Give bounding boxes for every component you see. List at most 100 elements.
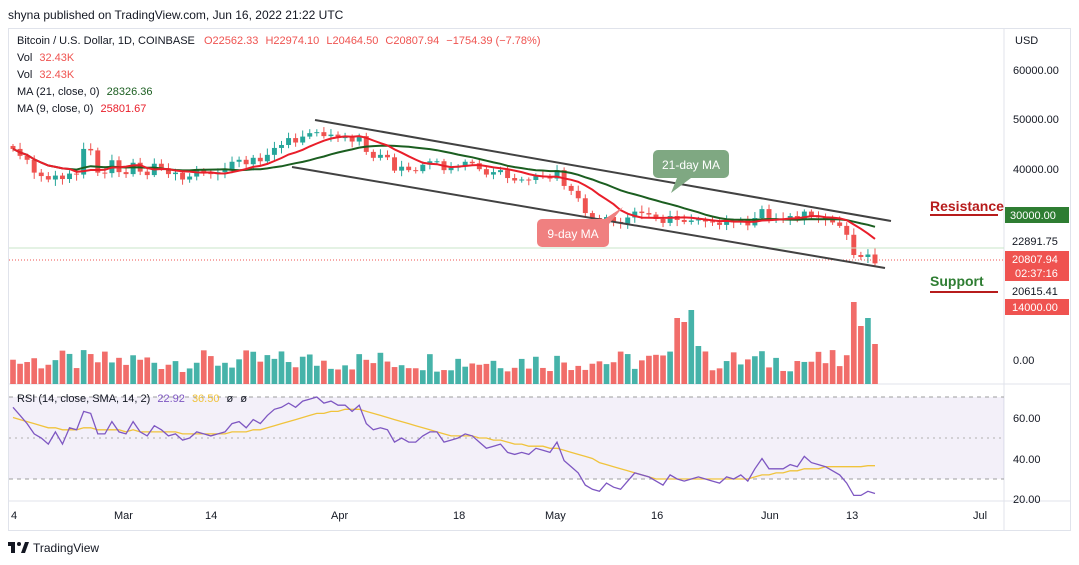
ma9-callout-text: 9-day MA bbox=[547, 227, 598, 241]
candle-body bbox=[717, 222, 723, 225]
candle-body bbox=[448, 167, 454, 171]
volume-bar bbox=[631, 368, 638, 384]
volume-bar bbox=[603, 364, 610, 384]
candle-body bbox=[844, 225, 850, 235]
time-label: Jul bbox=[973, 510, 987, 522]
volume-bar bbox=[865, 318, 871, 384]
candle-body bbox=[632, 211, 638, 218]
volume-bar bbox=[702, 351, 709, 384]
ma9-line bbox=[12, 135, 876, 240]
legend-low: L20464.50 bbox=[326, 35, 379, 47]
candle-body bbox=[837, 222, 843, 226]
volume-bar bbox=[709, 370, 716, 384]
candle-body bbox=[158, 163, 164, 169]
price-chart[interactable]: 21-day MA 9-day MA Resistance Support US… bbox=[9, 29, 1070, 530]
current-price-text: 20807.94 bbox=[1012, 254, 1058, 266]
candle-body bbox=[67, 173, 72, 180]
currency-label: USD bbox=[1015, 35, 1038, 47]
time-label: Apr bbox=[331, 510, 348, 522]
volume-bar bbox=[836, 366, 843, 384]
time-label: May bbox=[545, 510, 566, 522]
candle-body bbox=[519, 179, 525, 181]
candle-body bbox=[526, 179, 532, 181]
candle-body bbox=[589, 213, 595, 218]
volume-bar bbox=[278, 351, 285, 384]
volume-bar bbox=[158, 369, 165, 384]
candle-body bbox=[688, 220, 694, 222]
volume-bar bbox=[45, 364, 52, 384]
volume-bar bbox=[229, 367, 235, 384]
resistance-tag-text: 30000.00 bbox=[1010, 210, 1056, 222]
volume-bar bbox=[271, 358, 278, 384]
volume-bar bbox=[384, 361, 391, 384]
volume-bar bbox=[313, 365, 320, 384]
candle-body bbox=[533, 176, 539, 181]
candle-body bbox=[342, 137, 348, 139]
candle-body bbox=[554, 170, 560, 179]
volume-bar bbox=[610, 362, 617, 384]
volume-bar bbox=[398, 365, 405, 384]
ma9-label: MA (9, close, 0) bbox=[17, 103, 94, 115]
candle-body bbox=[81, 148, 87, 175]
candle-body bbox=[462, 161, 468, 167]
volume-bar bbox=[511, 367, 518, 384]
volume-bar bbox=[38, 368, 45, 384]
candle-body bbox=[858, 255, 864, 257]
candle-body bbox=[625, 217, 631, 224]
candle-body bbox=[872, 254, 878, 264]
legend-vol-2: Vol 32.43K bbox=[17, 69, 74, 81]
rsi-sma-value: 36.50 bbox=[191, 393, 220, 405]
candle-body bbox=[356, 136, 362, 142]
candle-body bbox=[102, 172, 108, 174]
volume-bar bbox=[554, 355, 560, 384]
legend-line-1: Bitcoin / U.S. Dollar, 1D, COINBASE O225… bbox=[17, 35, 540, 47]
volume-bar bbox=[215, 365, 221, 384]
volume-bar bbox=[193, 362, 200, 384]
volume-bar bbox=[744, 359, 751, 384]
time-label: 18 bbox=[453, 510, 465, 522]
tradingview-brand[interactable]: TradingView bbox=[33, 541, 100, 555]
legend-open: O22562.33 bbox=[203, 35, 259, 47]
chart-frame[interactable]: 21-day MA 9-day MA Resistance Support US… bbox=[8, 28, 1071, 531]
candle-body bbox=[420, 164, 426, 172]
candle-body bbox=[222, 169, 228, 173]
candle-body bbox=[695, 219, 701, 221]
volume-bar bbox=[172, 361, 179, 384]
volume-bar bbox=[130, 355, 136, 384]
vol1-value: 32.43K bbox=[39, 52, 75, 64]
volume-bar bbox=[377, 352, 384, 384]
rsi-label: RSI (14, close, SMA, 14, 2) bbox=[17, 393, 151, 405]
ma21-callout: 21-day MA bbox=[653, 150, 729, 193]
candle-body bbox=[279, 144, 284, 148]
ma21-value: 28326.36 bbox=[106, 86, 153, 98]
volume-bar bbox=[356, 354, 363, 384]
tradingview-logo-icon[interactable] bbox=[8, 540, 30, 554]
time-label: 16 bbox=[651, 510, 663, 522]
legend-symbol: Bitcoin / U.S. Dollar, 1D, COINBASE bbox=[17, 35, 195, 47]
volume-bar bbox=[441, 370, 447, 384]
volume-bar bbox=[342, 365, 348, 384]
volume-bar bbox=[822, 363, 829, 384]
volume-bar bbox=[59, 350, 66, 384]
candle-body bbox=[370, 151, 376, 158]
rsi-sma-line bbox=[12, 408, 875, 480]
volume-bar bbox=[412, 368, 419, 384]
time-label: Mar bbox=[114, 510, 133, 522]
volume-bar bbox=[285, 362, 292, 384]
candle-body bbox=[399, 166, 405, 171]
volume-bar bbox=[752, 356, 758, 384]
candle-body bbox=[469, 161, 475, 164]
volume-bar bbox=[391, 367, 398, 384]
candle-body bbox=[307, 133, 313, 137]
volume-bar bbox=[730, 352, 737, 384]
candle-body bbox=[24, 155, 30, 160]
volume-bar bbox=[236, 359, 242, 384]
publisher-text: shyna published on TradingView.com, Jun … bbox=[8, 8, 344, 22]
volume-bars bbox=[10, 302, 878, 384]
volume-bar bbox=[737, 364, 744, 384]
rsi-tick-40: 40.00 bbox=[1013, 454, 1041, 466]
volume-bar bbox=[455, 358, 461, 384]
vol2-value: 32.43K bbox=[39, 69, 75, 81]
candle-body bbox=[144, 171, 150, 176]
volume-bar bbox=[123, 364, 129, 384]
